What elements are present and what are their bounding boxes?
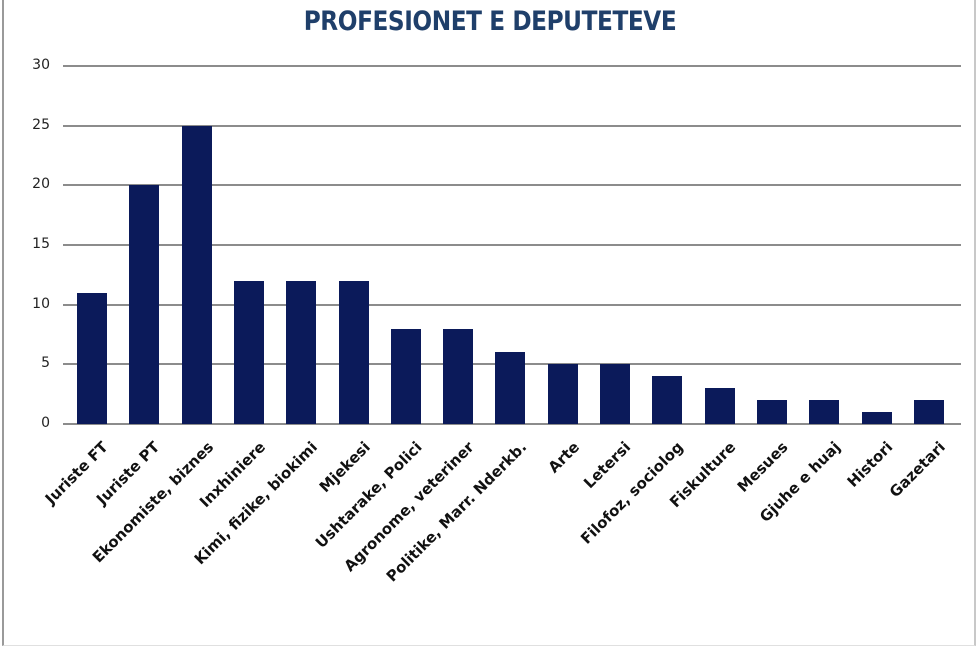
bar bbox=[233, 280, 264, 424]
bar bbox=[704, 388, 735, 424]
gridline bbox=[63, 184, 961, 187]
y-tick-label: 0 bbox=[41, 415, 50, 431]
y-tick-label: 25 bbox=[32, 116, 50, 133]
bar bbox=[77, 292, 107, 424]
gridline bbox=[63, 303, 961, 306]
bar bbox=[913, 400, 944, 424]
bar bbox=[756, 400, 787, 424]
bar bbox=[547, 364, 578, 424]
y-tick-label: 15 bbox=[32, 236, 50, 252]
y-tick-label: 20 bbox=[32, 176, 50, 193]
bar bbox=[181, 125, 212, 424]
bar bbox=[600, 364, 630, 424]
bar bbox=[443, 328, 474, 424]
bar bbox=[338, 280, 369, 424]
y-tick-label: 30 bbox=[32, 57, 50, 73]
plot-area bbox=[63, 65, 961, 425]
y-tick-label: 10 bbox=[32, 295, 50, 312]
gridline bbox=[63, 65, 961, 67]
chart-title: PROFESIONET E DEPUTETEVE bbox=[303, 6, 677, 37]
bar bbox=[390, 328, 421, 424]
y-tick-label: 5 bbox=[41, 355, 50, 372]
gridline bbox=[63, 244, 961, 246]
bar bbox=[286, 280, 317, 424]
gridline bbox=[63, 423, 961, 425]
bar bbox=[809, 400, 840, 424]
bar bbox=[861, 412, 892, 424]
bar bbox=[652, 376, 683, 424]
gridline bbox=[63, 124, 961, 127]
bar bbox=[129, 185, 160, 424]
bar bbox=[495, 352, 526, 424]
